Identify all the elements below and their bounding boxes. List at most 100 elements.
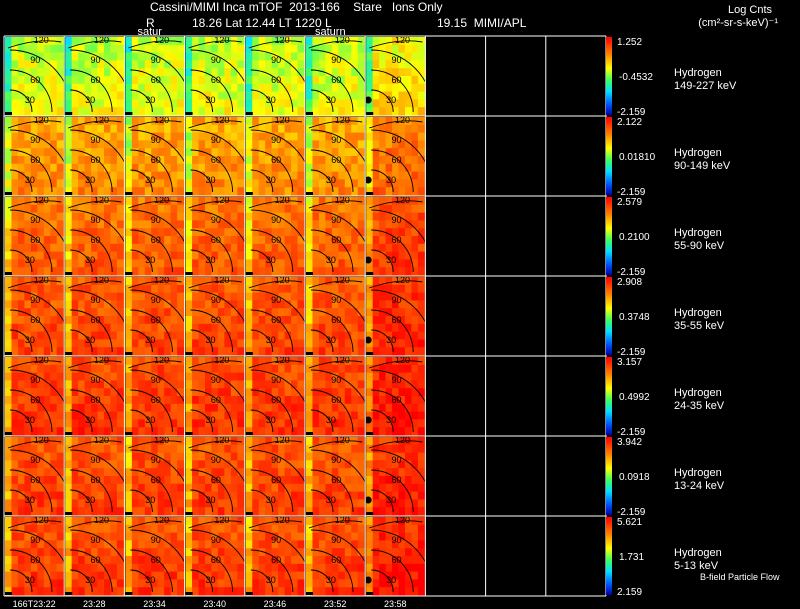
image-pixel bbox=[318, 76, 326, 85]
image-pixel bbox=[71, 563, 79, 573]
image-pixel bbox=[185, 267, 193, 276]
image-pixel bbox=[411, 259, 419, 268]
image-pixel bbox=[245, 187, 253, 196]
contour-value-label: 90 bbox=[30, 295, 40, 305]
image-pixel bbox=[78, 540, 86, 549]
image-pixel bbox=[5, 171, 13, 180]
contour-line bbox=[9, 229, 53, 273]
image-pixel bbox=[198, 91, 206, 100]
image-pixel bbox=[271, 267, 279, 276]
image-pixel bbox=[312, 339, 320, 348]
image-pixel bbox=[245, 427, 253, 436]
contour-value-label: 90 bbox=[271, 135, 281, 145]
image-pixel bbox=[65, 37, 73, 46]
image-pixel bbox=[192, 331, 200, 340]
image-pixel bbox=[138, 411, 146, 420]
image-pixel bbox=[185, 427, 193, 436]
image-pixel bbox=[325, 444, 333, 454]
image-pixel bbox=[65, 243, 73, 253]
image-pixel bbox=[331, 460, 339, 469]
image-pixel bbox=[211, 197, 219, 206]
image-pixel bbox=[91, 411, 99, 420]
image-pixel bbox=[318, 204, 326, 214]
image-pixel bbox=[97, 292, 105, 301]
image-pixel bbox=[265, 91, 273, 100]
image-pixel bbox=[170, 483, 178, 493]
image-pixel bbox=[284, 316, 292, 325]
image-pixel bbox=[11, 292, 19, 301]
image-pixel bbox=[325, 540, 333, 549]
image-pixel bbox=[325, 44, 333, 54]
image-pixel bbox=[198, 452, 206, 461]
image-pixel bbox=[84, 267, 92, 276]
image-pixel bbox=[351, 499, 359, 508]
image-pixel bbox=[125, 267, 133, 276]
image-pixel bbox=[230, 228, 238, 237]
image-pixel bbox=[398, 163, 406, 173]
image-pixel bbox=[125, 571, 133, 580]
image-pixel bbox=[205, 556, 213, 565]
image-pixel bbox=[11, 476, 19, 485]
image-pixel bbox=[265, 579, 273, 588]
image-pixel bbox=[138, 444, 146, 454]
image-pixel bbox=[417, 228, 425, 237]
image-pixel bbox=[5, 300, 13, 309]
image-pixel bbox=[230, 460, 238, 469]
image-pixel bbox=[84, 468, 92, 477]
image-pixel bbox=[50, 236, 58, 245]
image-pixel bbox=[71, 483, 79, 493]
contour-line bbox=[130, 169, 153, 193]
image-pixel bbox=[379, 140, 387, 149]
image-pixel bbox=[177, 228, 185, 237]
contour-line bbox=[250, 249, 274, 273]
image-pixel bbox=[11, 427, 19, 436]
image-pixel bbox=[110, 68, 118, 77]
image-pixel bbox=[71, 380, 79, 389]
image-pixel bbox=[417, 579, 425, 588]
contour-value-label: 60 bbox=[271, 395, 281, 405]
image-pixel bbox=[385, 124, 393, 134]
image-pixel bbox=[185, 292, 193, 301]
image-pixel bbox=[245, 483, 253, 493]
image-pixel bbox=[30, 117, 38, 126]
image-pixel bbox=[110, 140, 118, 149]
image-pixel bbox=[125, 292, 133, 301]
image-pixel bbox=[351, 124, 359, 134]
image-pixel bbox=[265, 99, 273, 108]
image-pixel bbox=[405, 540, 413, 549]
image-pixel bbox=[91, 437, 99, 446]
image-pixel bbox=[91, 171, 99, 180]
image-pixel bbox=[379, 396, 387, 405]
image-pixel bbox=[265, 60, 273, 69]
image-pixel bbox=[5, 396, 13, 405]
image-pixel bbox=[366, 308, 374, 317]
image-pixel bbox=[177, 388, 185, 397]
image-pixel bbox=[116, 228, 124, 237]
image-pixel bbox=[265, 171, 273, 180]
image-pixel bbox=[265, 532, 273, 541]
image-pixel bbox=[258, 107, 266, 116]
image-pixel bbox=[398, 212, 406, 221]
image-pixel bbox=[385, 308, 393, 317]
image-pixel bbox=[366, 99, 374, 108]
image-pixel bbox=[5, 476, 13, 485]
image-pixel bbox=[411, 411, 419, 420]
image-pixel bbox=[357, 197, 365, 206]
image-pixel bbox=[379, 403, 387, 413]
saturn-marker bbox=[364, 576, 372, 584]
image-pixel bbox=[50, 300, 58, 309]
image-pixel bbox=[271, 156, 279, 165]
image-pixel bbox=[357, 187, 365, 196]
image-pixel bbox=[217, 60, 225, 69]
image-pixel bbox=[91, 197, 99, 206]
image-pixel bbox=[245, 163, 253, 173]
corner-mark bbox=[306, 272, 313, 275]
image-pixel bbox=[306, 251, 314, 260]
image-pixel bbox=[56, 37, 64, 46]
image-pixel bbox=[357, 83, 365, 93]
image-pixel bbox=[125, 540, 133, 549]
image-pixel bbox=[379, 452, 387, 461]
image-pixel bbox=[131, 68, 139, 77]
image-pixel bbox=[217, 44, 225, 54]
image-pixel bbox=[138, 316, 146, 325]
